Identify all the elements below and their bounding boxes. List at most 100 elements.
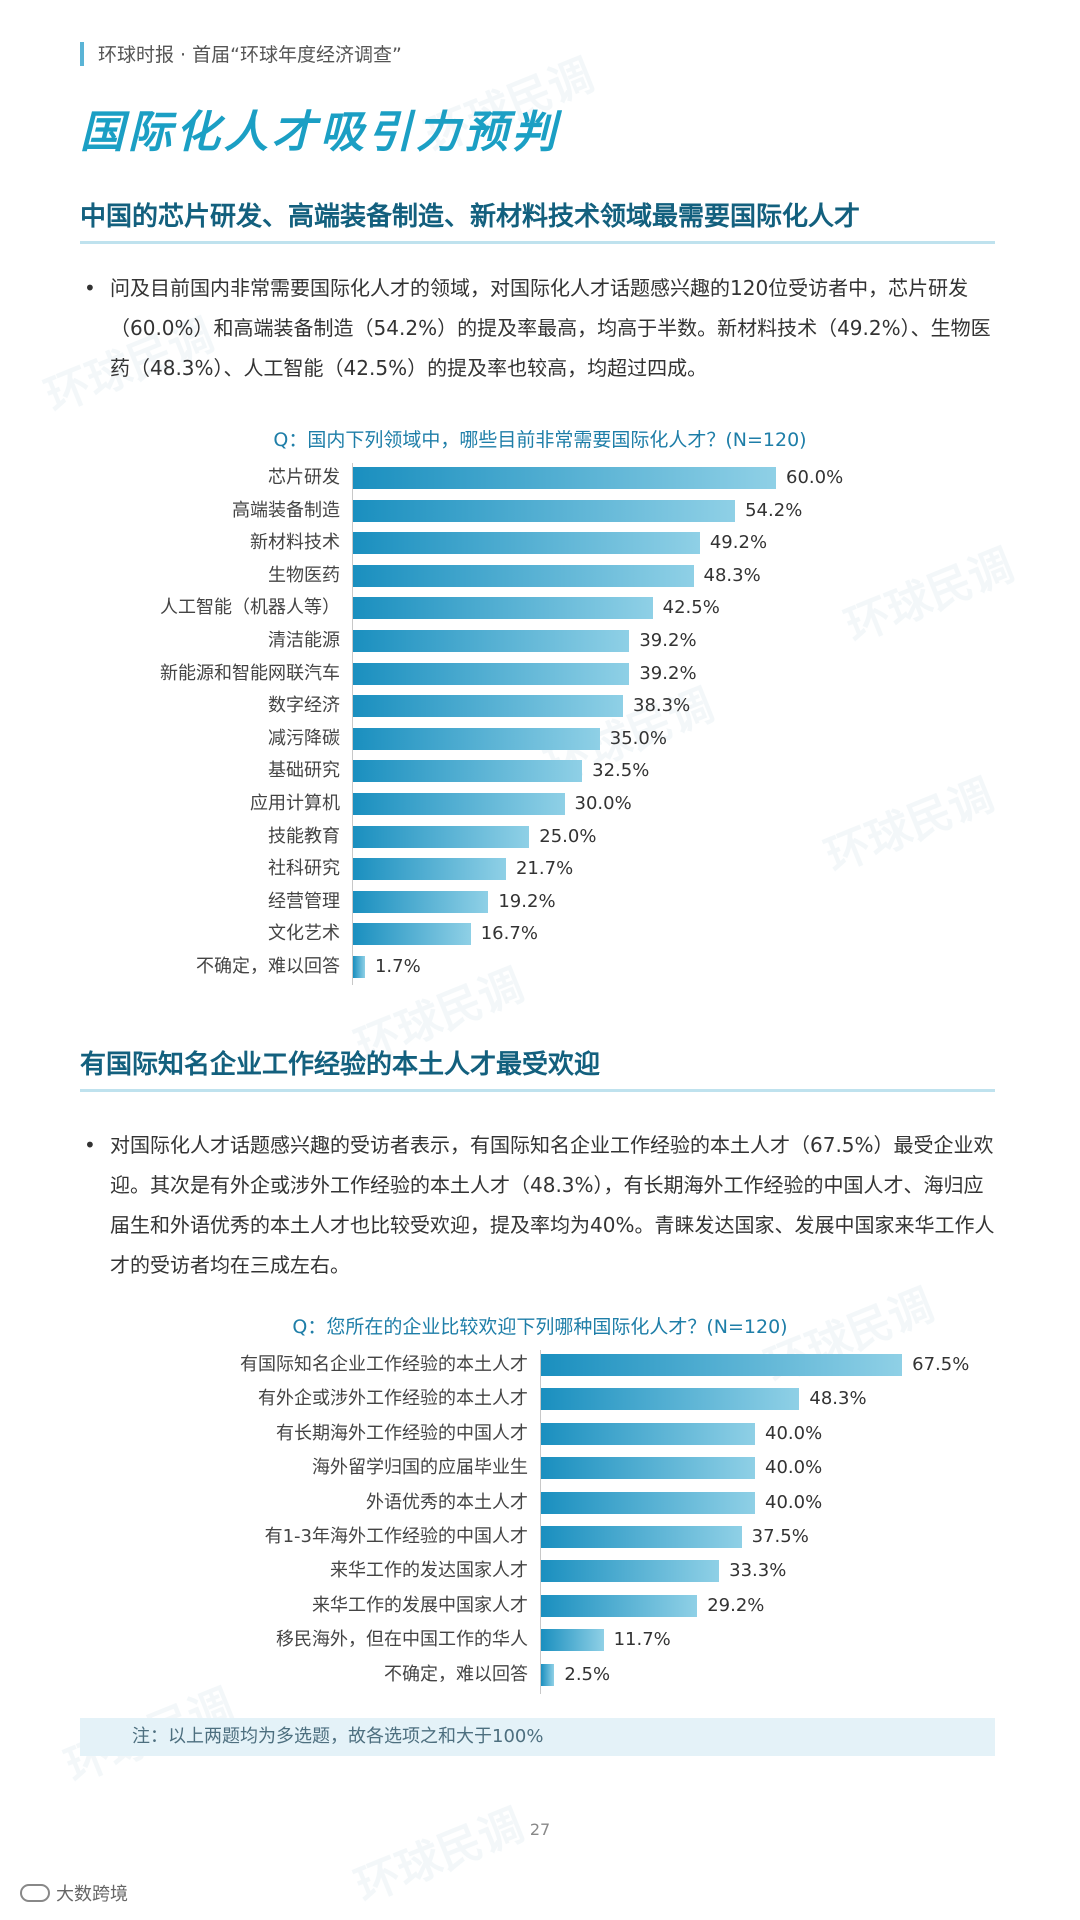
category-label: 经营管理: [268, 890, 340, 912]
footer-logo: 大数跨境: [20, 1880, 128, 1906]
category-label: 减污降碳: [268, 727, 340, 749]
category-label: 应用计算机: [250, 793, 340, 814]
bar: [353, 695, 623, 718]
value-label: 38.3%: [633, 695, 691, 717]
value-label: 39.2%: [639, 662, 697, 684]
report-header: 环球时报 · 首届“环球年度经济调查”: [80, 40, 402, 67]
bar: [353, 499, 736, 522]
chart1-axis: [352, 463, 353, 985]
bar: [353, 532, 700, 555]
chart2: 有国际知名企业工作经验的本土人才 67.5% 有外企或涉外工作经验的本土人才 48.3…: [0, 1350, 1080, 1694]
bar: [541, 1457, 755, 1480]
header-accent-bar: [80, 41, 84, 66]
category-label: 人工智能（机器人等）: [160, 597, 340, 619]
section1-bullet: • 问及目前国内非常需要国际化人才的领域，对国际化人才话题感兴趣的120位受访者…: [80, 268, 995, 388]
bar: [353, 825, 530, 848]
category-label: 外语优秀的本土人才: [366, 1491, 528, 1513]
bar: [541, 1663, 555, 1686]
value-label: 11.7%: [613, 1629, 671, 1651]
bullet-dot: •: [84, 1133, 96, 1157]
footer-logo-text: 大数跨境: [56, 1884, 128, 1905]
category-label: 清洁能源: [268, 630, 340, 651]
category-label: 新材料技术: [250, 532, 340, 554]
value-label: 29.2%: [707, 1594, 765, 1616]
bar: [353, 467, 776, 489]
page-number: 27: [529, 1820, 551, 1839]
bar: [353, 630, 630, 652]
value-label: 60.0%: [786, 467, 844, 488]
bar: [541, 1629, 604, 1652]
category-label: 来华工作的发达国家人才: [330, 1560, 528, 1582]
chart2-axis: [540, 1350, 541, 1694]
bar: [541, 1422, 755, 1445]
value-label: 40.0%: [765, 1491, 823, 1513]
chart1: 芯片研发 60.0% 高端装备制造 54.2% 新材料技术 49.2% 生物医药 48.3% 人…: [0, 463, 1080, 985]
bar: [353, 564, 694, 587]
value-label: 19.2%: [498, 890, 556, 912]
chart1-title: Q：国内下列领域中，哪些目前非常需要国际化人才？(N=120): [273, 429, 807, 451]
value-label: 32.5%: [592, 760, 650, 782]
bar: [353, 890, 489, 913]
bar: [541, 1491, 755, 1514]
value-label: 2.5%: [564, 1663, 611, 1685]
value-label: 67.5%: [912, 1354, 970, 1375]
value-label: 49.2%: [709, 532, 768, 554]
value-label: 40.0%: [765, 1422, 823, 1444]
value-label: 35.0%: [609, 727, 667, 749]
category-label: 芯片研发: [268, 467, 340, 488]
value-label: 54.2%: [745, 499, 803, 521]
bar: [353, 923, 471, 946]
section1-bullet-text: 问及目前国内非常需要国际化人才的领域，对国际化人才话题感兴趣的120位受访者中，…: [110, 276, 991, 380]
category-label: 移民海外，但在中国工作的华人: [276, 1629, 528, 1651]
category-label: 来华工作的发展中国家人才: [312, 1594, 528, 1616]
value-label: 40.0%: [765, 1457, 823, 1479]
value-label: 25.0%: [539, 825, 597, 847]
category-label: 海外留学归国的应届毕业生: [312, 1457, 528, 1479]
chart2-title: Q：您所在的企业比较欢迎下列哪种国际化人才？(N=120): [292, 1316, 788, 1338]
category-label: 有国际知名企业工作经验的本土人才: [240, 1354, 528, 1375]
footnote: 注：以上两题均为多选题，故各选项之和大于100%: [80, 1718, 995, 1756]
page-title: 国际化人才吸引力预判: [80, 107, 560, 158]
section1-heading: 中国的芯片研发、高端装备制造、新材料技术领域最需要国际化人才: [80, 196, 995, 244]
category-label: 有1-3年海外工作经验的中国人才: [264, 1526, 528, 1547]
category-label: 社科研究: [268, 858, 340, 880]
category-label: 不确定，难以回答: [384, 1663, 528, 1685]
bar: [353, 727, 600, 750]
bar: [541, 1560, 720, 1583]
bar: [541, 1594, 698, 1617]
bar: [541, 1526, 742, 1548]
value-label: 21.7%: [515, 858, 574, 880]
category-label: 技能教育: [268, 825, 340, 847]
value-label: 48.3%: [703, 564, 761, 586]
category-label: 不确定，难以回答: [196, 956, 340, 977]
section2-heading: 有国际知名企业工作经验的本土人才最受欢迎: [80, 1044, 995, 1092]
bar: [353, 597, 653, 620]
value-label: 1.7%: [374, 956, 421, 977]
category-label: 文化艺术: [268, 923, 340, 945]
value-label: 48.3%: [809, 1388, 867, 1410]
bullet-dot: •: [84, 276, 96, 300]
bar: [353, 956, 365, 978]
value-label: 16.7%: [480, 923, 538, 945]
value-label: 33.3%: [729, 1560, 787, 1582]
logo-icon: [20, 1884, 50, 1902]
category-label: 生物医药: [268, 564, 340, 586]
bar: [353, 760, 583, 783]
bar: [353, 793, 565, 815]
section2-bullet: • 对国际化人才话题感兴趣的受访者表示，有国际知名企业工作经验的本土人才（67.…: [80, 1125, 995, 1285]
watermark: 环球民调: [348, 1799, 531, 1913]
category-label: 基础研究: [268, 760, 340, 782]
value-label: 37.5%: [751, 1526, 809, 1547]
category-label: 新能源和智能网联汽车: [160, 662, 340, 684]
bar: [541, 1354, 903, 1376]
category-label: 数字经济: [268, 695, 340, 717]
section2-bullet-text: 对国际化人才话题感兴趣的受访者表示，有国际知名企业工作经验的本土人才（67.5%…: [110, 1133, 995, 1277]
bar: [353, 858, 506, 881]
bar: [541, 1388, 800, 1411]
bar: [353, 662, 630, 685]
report-source: 环球时报 · 首届“环球年度经济调查”: [98, 44, 402, 66]
value-label: 39.2%: [639, 630, 697, 651]
category-label: 有长期海外工作经验的中国人才: [276, 1422, 528, 1444]
category-label: 高端装备制造: [232, 499, 340, 521]
value-label: 42.5%: [662, 597, 720, 619]
